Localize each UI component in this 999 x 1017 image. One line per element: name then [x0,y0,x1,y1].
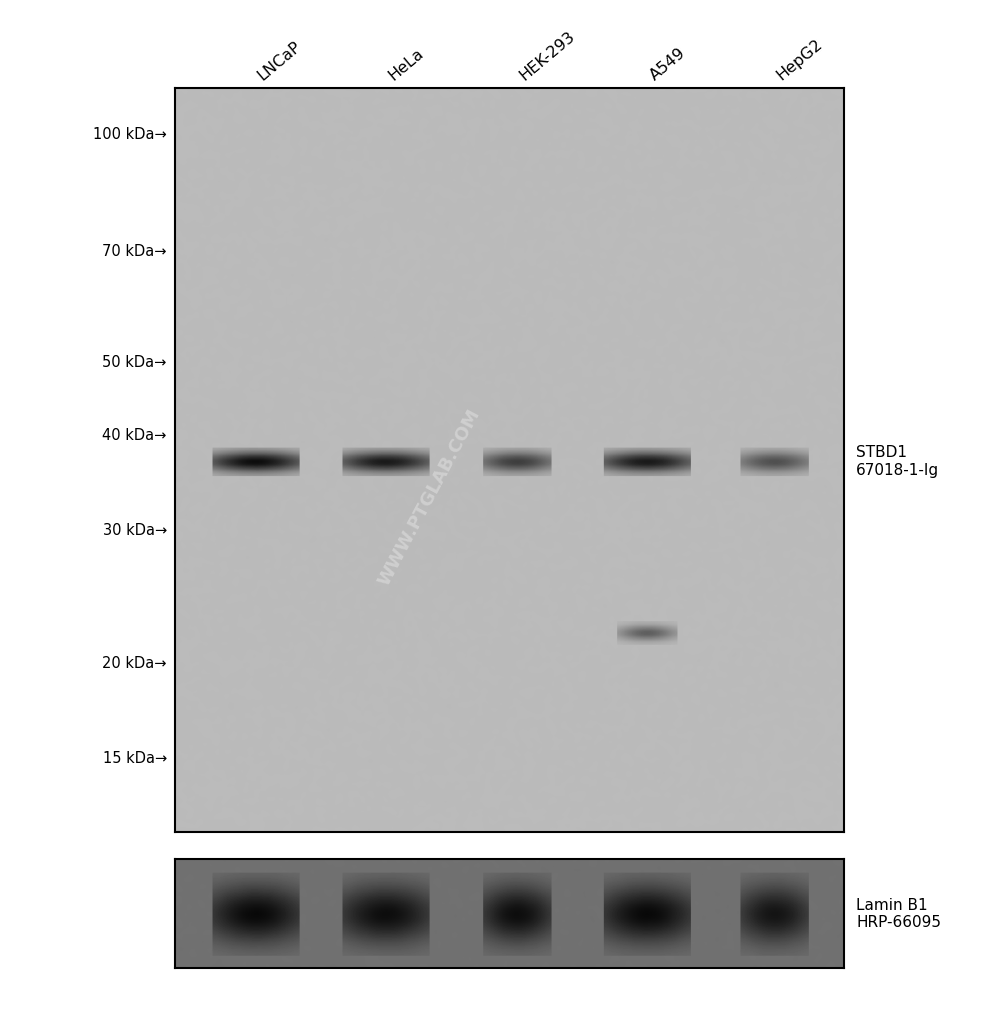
Text: 15 kDa→: 15 kDa→ [103,751,167,766]
Text: WWW.PTGLAB.COM: WWW.PTGLAB.COM [375,406,484,589]
Text: 70 kDa→: 70 kDa→ [102,244,167,259]
Text: HEK-293: HEK-293 [516,28,577,83]
Text: 100 kDa→: 100 kDa→ [93,127,167,142]
Text: A549: A549 [646,46,688,83]
Text: 20 kDa→: 20 kDa→ [102,656,167,671]
Text: STBD1
67018-1-Ig: STBD1 67018-1-Ig [856,445,939,478]
Text: HepG2: HepG2 [774,37,825,83]
Text: 30 kDa→: 30 kDa→ [103,523,167,538]
Text: Lamin B1
HRP-66095: Lamin B1 HRP-66095 [856,898,941,930]
Text: HeLa: HeLa [386,46,427,83]
Text: 50 kDa→: 50 kDa→ [103,355,167,370]
Text: LNCaP: LNCaP [255,39,305,83]
Text: 40 kDa→: 40 kDa→ [103,428,167,443]
